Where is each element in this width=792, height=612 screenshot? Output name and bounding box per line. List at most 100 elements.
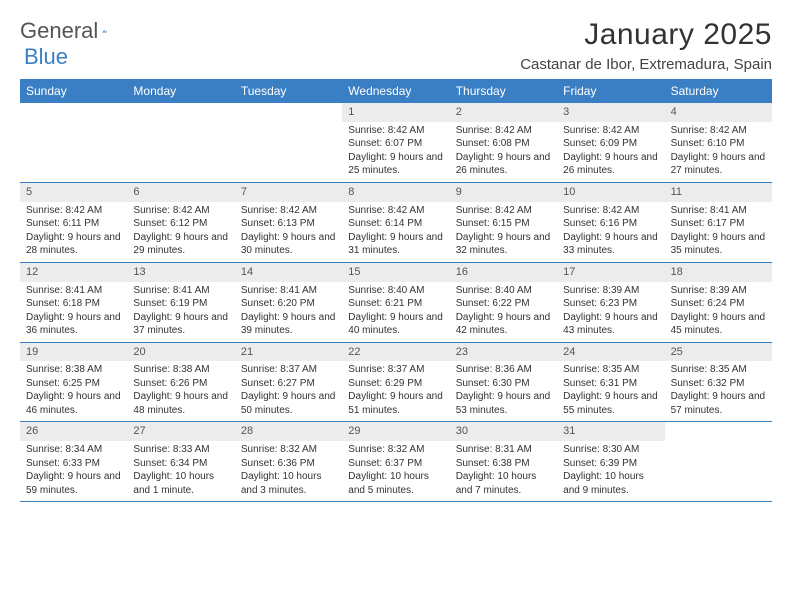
daylight-line: Daylight: 9 hours and 37 minutes. (133, 311, 228, 338)
day-number: 5 (20, 183, 127, 202)
daylight-line: Daylight: 9 hours and 35 minutes. (671, 231, 766, 258)
day-number: 26 (20, 422, 127, 441)
day-number: 27 (127, 422, 234, 441)
calendar-day: 13Sunrise: 8:41 AMSunset: 6:19 PMDayligh… (127, 263, 234, 342)
daylight-line: Daylight: 10 hours and 9 minutes. (563, 470, 658, 497)
calendar-day: 4Sunrise: 8:42 AMSunset: 6:10 PMDaylight… (665, 103, 772, 182)
daylight-line: Daylight: 10 hours and 1 minute. (133, 470, 228, 497)
sunset-line: Sunset: 6:19 PM (133, 297, 228, 311)
day-detail: Sunrise: 8:42 AMSunset: 6:08 PMDaylight:… (450, 122, 557, 182)
sunrise-line: Sunrise: 8:35 AM (563, 363, 658, 377)
day-number: 2 (450, 103, 557, 122)
sunrise-line: Sunrise: 8:42 AM (26, 204, 121, 218)
daylight-line: Daylight: 9 hours and 46 minutes. (26, 390, 121, 417)
day-number: 23 (450, 343, 557, 362)
calendar-empty-cell (20, 103, 127, 182)
sunrise-line: Sunrise: 8:37 AM (241, 363, 336, 377)
sunrise-line: Sunrise: 8:42 AM (563, 204, 658, 218)
day-number: 13 (127, 263, 234, 282)
day-detail: Sunrise: 8:42 AMSunset: 6:16 PMDaylight:… (557, 202, 664, 262)
calendar-day: 18Sunrise: 8:39 AMSunset: 6:24 PMDayligh… (665, 263, 772, 342)
calendar-day: 19Sunrise: 8:38 AMSunset: 6:25 PMDayligh… (20, 343, 127, 422)
sunrise-line: Sunrise: 8:41 AM (671, 204, 766, 218)
calendar-day: 23Sunrise: 8:36 AMSunset: 6:30 PMDayligh… (450, 343, 557, 422)
weekday-label: Thursday (450, 79, 557, 103)
calendar-empty-cell (127, 103, 234, 182)
sunrise-line: Sunrise: 8:35 AM (671, 363, 766, 377)
sunset-line: Sunset: 6:25 PM (26, 377, 121, 391)
sunrise-line: Sunrise: 8:42 AM (348, 124, 443, 138)
sunset-line: Sunset: 6:21 PM (348, 297, 443, 311)
day-number: 24 (557, 343, 664, 362)
sunrise-line: Sunrise: 8:36 AM (456, 363, 551, 377)
sunrise-line: Sunrise: 8:40 AM (456, 284, 551, 298)
calendar-day: 1Sunrise: 8:42 AMSunset: 6:07 PMDaylight… (342, 103, 449, 182)
day-detail: Sunrise: 8:41 AMSunset: 6:20 PMDaylight:… (235, 282, 342, 342)
sunset-line: Sunset: 6:20 PM (241, 297, 336, 311)
day-detail: Sunrise: 8:39 AMSunset: 6:24 PMDaylight:… (665, 282, 772, 342)
day-detail: Sunrise: 8:42 AMSunset: 6:12 PMDaylight:… (127, 202, 234, 262)
calendar-day: 20Sunrise: 8:38 AMSunset: 6:26 PMDayligh… (127, 343, 234, 422)
calendar-day: 17Sunrise: 8:39 AMSunset: 6:23 PMDayligh… (557, 263, 664, 342)
calendar-day: 21Sunrise: 8:37 AMSunset: 6:27 PMDayligh… (235, 343, 342, 422)
weekday-label: Wednesday (342, 79, 449, 103)
day-detail: Sunrise: 8:31 AMSunset: 6:38 PMDaylight:… (450, 441, 557, 501)
day-number: 31 (557, 422, 664, 441)
calendar-day: 9Sunrise: 8:42 AMSunset: 6:15 PMDaylight… (450, 183, 557, 262)
daylight-line: Daylight: 9 hours and 45 minutes. (671, 311, 766, 338)
day-detail: Sunrise: 8:38 AMSunset: 6:26 PMDaylight:… (127, 361, 234, 421)
day-detail: Sunrise: 8:38 AMSunset: 6:25 PMDaylight:… (20, 361, 127, 421)
calendar-day: 2Sunrise: 8:42 AMSunset: 6:08 PMDaylight… (450, 103, 557, 182)
sunset-line: Sunset: 6:23 PM (563, 297, 658, 311)
calendar-week: 26Sunrise: 8:34 AMSunset: 6:33 PMDayligh… (20, 422, 772, 502)
day-number: 7 (235, 183, 342, 202)
weekday-header: SundayMondayTuesdayWednesdayThursdayFrid… (20, 79, 772, 103)
calendar-empty-cell (235, 103, 342, 182)
sunset-line: Sunset: 6:10 PM (671, 137, 766, 151)
sunset-line: Sunset: 6:32 PM (671, 377, 766, 391)
sunset-line: Sunset: 6:34 PM (133, 457, 228, 471)
calendar-day: 12Sunrise: 8:41 AMSunset: 6:18 PMDayligh… (20, 263, 127, 342)
daylight-line: Daylight: 9 hours and 33 minutes. (563, 231, 658, 258)
sunrise-line: Sunrise: 8:38 AM (133, 363, 228, 377)
day-detail: Sunrise: 8:30 AMSunset: 6:39 PMDaylight:… (557, 441, 664, 501)
calendar-day: 6Sunrise: 8:42 AMSunset: 6:12 PMDaylight… (127, 183, 234, 262)
sunset-line: Sunset: 6:39 PM (563, 457, 658, 471)
daylight-line: Daylight: 9 hours and 57 minutes. (671, 390, 766, 417)
sunrise-line: Sunrise: 8:39 AM (671, 284, 766, 298)
sunset-line: Sunset: 6:15 PM (456, 217, 551, 231)
day-detail: Sunrise: 8:35 AMSunset: 6:31 PMDaylight:… (557, 361, 664, 421)
day-detail: Sunrise: 8:42 AMSunset: 6:15 PMDaylight:… (450, 202, 557, 262)
location-text: Castanar de Ibor, Extremadura, Spain (520, 56, 772, 73)
calendar-day: 15Sunrise: 8:40 AMSunset: 6:21 PMDayligh… (342, 263, 449, 342)
sunset-line: Sunset: 6:33 PM (26, 457, 121, 471)
day-number: 28 (235, 422, 342, 441)
logo: General (20, 18, 130, 44)
day-detail: Sunrise: 8:39 AMSunset: 6:23 PMDaylight:… (557, 282, 664, 342)
weekday-label: Monday (127, 79, 234, 103)
sunrise-line: Sunrise: 8:42 AM (563, 124, 658, 138)
day-number: 19 (20, 343, 127, 362)
daylight-line: Daylight: 9 hours and 29 minutes. (133, 231, 228, 258)
day-detail: Sunrise: 8:40 AMSunset: 6:22 PMDaylight:… (450, 282, 557, 342)
day-detail: Sunrise: 8:41 AMSunset: 6:17 PMDaylight:… (665, 202, 772, 262)
calendar-day: 28Sunrise: 8:32 AMSunset: 6:36 PMDayligh… (235, 422, 342, 501)
daylight-line: Daylight: 9 hours and 40 minutes. (348, 311, 443, 338)
calendar-week: 5Sunrise: 8:42 AMSunset: 6:11 PMDaylight… (20, 183, 772, 263)
sunset-line: Sunset: 6:36 PM (241, 457, 336, 471)
day-number: 22 (342, 343, 449, 362)
day-detail: Sunrise: 8:41 AMSunset: 6:18 PMDaylight:… (20, 282, 127, 342)
logo-sail-icon (102, 21, 107, 41)
day-detail: Sunrise: 8:33 AMSunset: 6:34 PMDaylight:… (127, 441, 234, 501)
day-detail: Sunrise: 8:42 AMSunset: 6:14 PMDaylight:… (342, 202, 449, 262)
day-detail: Sunrise: 8:34 AMSunset: 6:33 PMDaylight:… (20, 441, 127, 501)
sunrise-line: Sunrise: 8:32 AM (348, 443, 443, 457)
day-detail: Sunrise: 8:32 AMSunset: 6:37 PMDaylight:… (342, 441, 449, 501)
daylight-line: Daylight: 9 hours and 27 minutes. (671, 151, 766, 178)
weekday-label: Saturday (665, 79, 772, 103)
day-detail: Sunrise: 8:32 AMSunset: 6:36 PMDaylight:… (235, 441, 342, 501)
sunset-line: Sunset: 6:27 PM (241, 377, 336, 391)
day-number: 20 (127, 343, 234, 362)
day-number: 15 (342, 263, 449, 282)
sunset-line: Sunset: 6:30 PM (456, 377, 551, 391)
